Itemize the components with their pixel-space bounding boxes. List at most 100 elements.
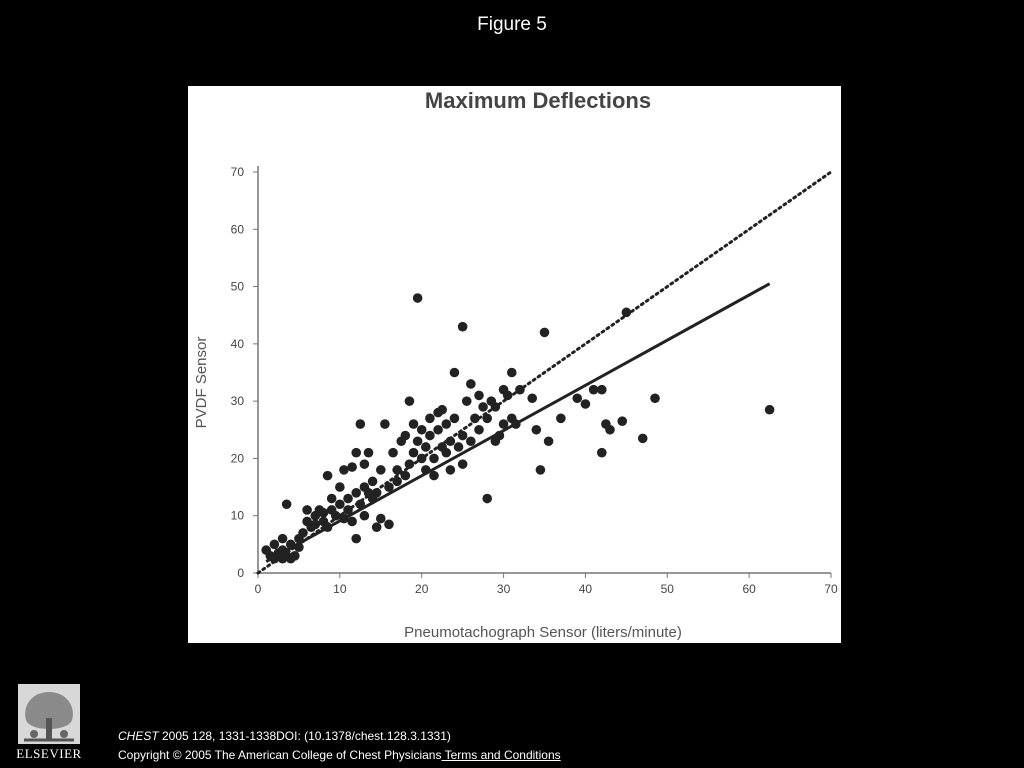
data-point — [453, 442, 464, 452]
data-point — [478, 402, 488, 412]
data-point — [543, 436, 554, 447]
data-point — [281, 499, 292, 510]
data-point — [466, 436, 476, 447]
data-point — [339, 513, 349, 524]
data-point — [461, 396, 472, 406]
data-point — [429, 453, 439, 464]
elsevier-wordmark: ELSEVIER — [16, 746, 81, 761]
data-point — [474, 424, 484, 435]
x-tick-label: 20 — [415, 582, 429, 596]
data-point — [375, 513, 386, 524]
data-point — [490, 402, 501, 412]
data-point — [764, 404, 775, 415]
chart-title: Maximum Deflections — [425, 88, 651, 113]
data-point — [441, 419, 452, 429]
data-point — [277, 533, 288, 544]
data-point — [449, 413, 460, 424]
slide-title: Figure 5 — [477, 14, 547, 35]
y-axis-label-group: PVDF Sensor — [193, 337, 210, 429]
identity-line — [256, 170, 833, 575]
data-point — [392, 476, 402, 487]
data-point — [429, 470, 439, 481]
data-point — [347, 462, 357, 472]
data-point — [404, 396, 415, 406]
y-tick-label: 50 — [231, 280, 245, 294]
data-point — [269, 539, 280, 550]
x-tick-label: 0 — [255, 582, 262, 596]
data-point — [416, 453, 427, 464]
data-point — [437, 404, 447, 415]
data-point — [433, 424, 443, 435]
data-point — [457, 459, 468, 469]
x-tick-label: 60 — [742, 582, 756, 596]
x-tick-label: 50 — [661, 582, 675, 596]
axes: 0 10 20 30 40 50 60 70 0 10 20 30 40 50 60 70 — [231, 165, 838, 596]
data-point — [421, 442, 431, 452]
y-tick-label: 40 — [231, 337, 245, 351]
data-point — [515, 384, 525, 395]
y-tick-label: 60 — [231, 222, 245, 236]
data-point — [359, 459, 370, 469]
copyright-line: Copyright © 2005 The American College of… — [118, 748, 561, 762]
data-point — [494, 430, 505, 441]
data-point — [498, 419, 509, 429]
data-point — [335, 499, 345, 510]
data-point — [531, 424, 542, 435]
data-point — [302, 505, 312, 515]
data-point — [339, 465, 349, 475]
data-point — [621, 307, 632, 318]
data-point — [482, 493, 493, 504]
data-point — [290, 551, 300, 561]
data-point — [408, 447, 419, 458]
citation: CHEST 2005 128, 1331-1338DOI: (10.1378/c… — [118, 729, 451, 743]
data-point — [457, 321, 468, 332]
data-point — [355, 499, 366, 510]
data-point — [412, 436, 423, 447]
data-point — [322, 522, 333, 532]
y-tick-label: 30 — [231, 394, 245, 408]
data-point — [351, 488, 362, 498]
data-point — [343, 505, 353, 515]
journal-name: CHEST — [118, 729, 159, 743]
data-point — [416, 424, 427, 435]
data-point — [294, 542, 304, 553]
data-point — [502, 390, 513, 401]
data-points — [261, 293, 775, 564]
data-point — [556, 413, 566, 424]
data-point — [535, 465, 546, 475]
data-point — [351, 447, 362, 458]
data-point — [318, 508, 329, 518]
data-point — [617, 416, 628, 426]
data-point — [310, 519, 321, 530]
terms-and-conditions-link[interactable]: Terms and Conditions — [441, 748, 561, 762]
data-point — [335, 482, 345, 492]
data-point — [449, 367, 460, 378]
data-point — [580, 399, 591, 409]
data-point — [326, 493, 337, 504]
data-point — [400, 430, 411, 441]
data-point — [380, 419, 390, 429]
data-point — [597, 447, 607, 458]
data-point — [511, 419, 521, 429]
x-tick-label: 70 — [824, 582, 838, 596]
data-point — [384, 519, 394, 530]
data-point — [412, 293, 423, 303]
data-point — [347, 516, 357, 527]
data-point — [506, 367, 517, 378]
data-point — [527, 393, 538, 404]
data-point — [408, 419, 419, 429]
x-tick-label: 30 — [497, 582, 511, 596]
data-point — [343, 493, 353, 504]
data-point — [572, 393, 583, 404]
data-point — [445, 436, 456, 447]
data-point — [298, 528, 308, 538]
data-point — [441, 447, 452, 458]
fit-lines — [256, 170, 833, 575]
data-point — [605, 424, 615, 435]
data-point — [404, 459, 415, 469]
data-point — [371, 488, 382, 498]
data-point — [363, 447, 374, 458]
y-tick-label: 10 — [231, 509, 245, 523]
data-point — [482, 413, 493, 424]
data-point — [392, 465, 402, 475]
